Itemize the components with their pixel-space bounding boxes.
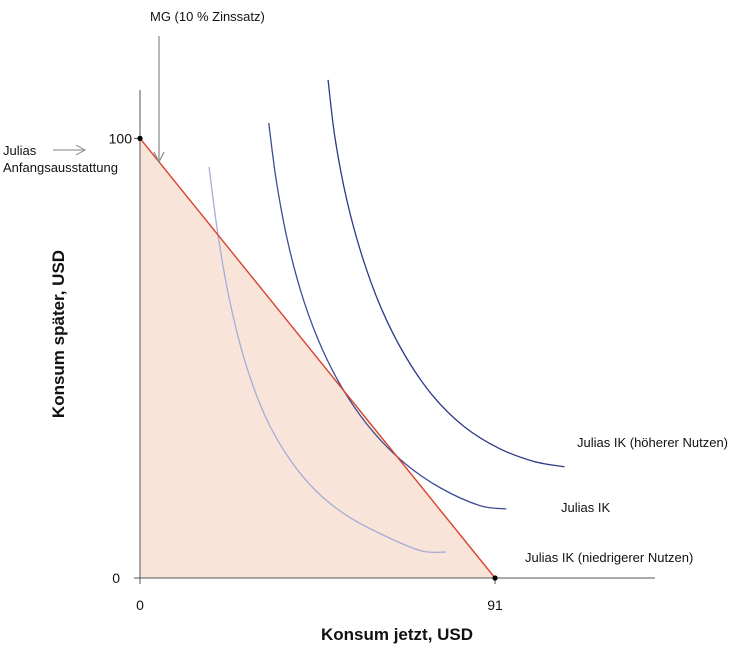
y-tick-label: 100 (109, 130, 133, 146)
mg-label: MG (10 % Zinssatz) (150, 9, 265, 24)
x-tick-label: 91 (487, 597, 503, 613)
series-labels: Julias IK (niedrigerer Nutzen) Julias IK J… (525, 435, 728, 565)
y-axis-title: Konsum später, USD (49, 250, 68, 418)
indifference-curve (268, 122, 507, 510)
endowment-label-line2: Anfangsausstattung (3, 160, 118, 175)
series-label: Julias IK (niedrigerer Nutzen) (525, 550, 693, 565)
mg-arrowhead (153, 151, 165, 164)
indifference-curves (208, 79, 565, 554)
endpoint-91 (492, 575, 498, 581)
x-axis-title: Konsum jetzt, USD (321, 625, 473, 644)
series-label: Julias IK (561, 500, 610, 515)
y-tick-label: 0 (112, 570, 120, 586)
x-tick-label: 0 (136, 597, 144, 613)
budget-line (139, 137, 496, 579)
endowment-label-line1: Julias (3, 143, 37, 158)
indifference-curve (327, 79, 565, 468)
series-label: Julias IK (höherer Nutzen) (577, 435, 728, 450)
endowment-point (137, 135, 143, 141)
indifference-curve (208, 166, 446, 554)
endowment-arrowhead (75, 144, 87, 156)
